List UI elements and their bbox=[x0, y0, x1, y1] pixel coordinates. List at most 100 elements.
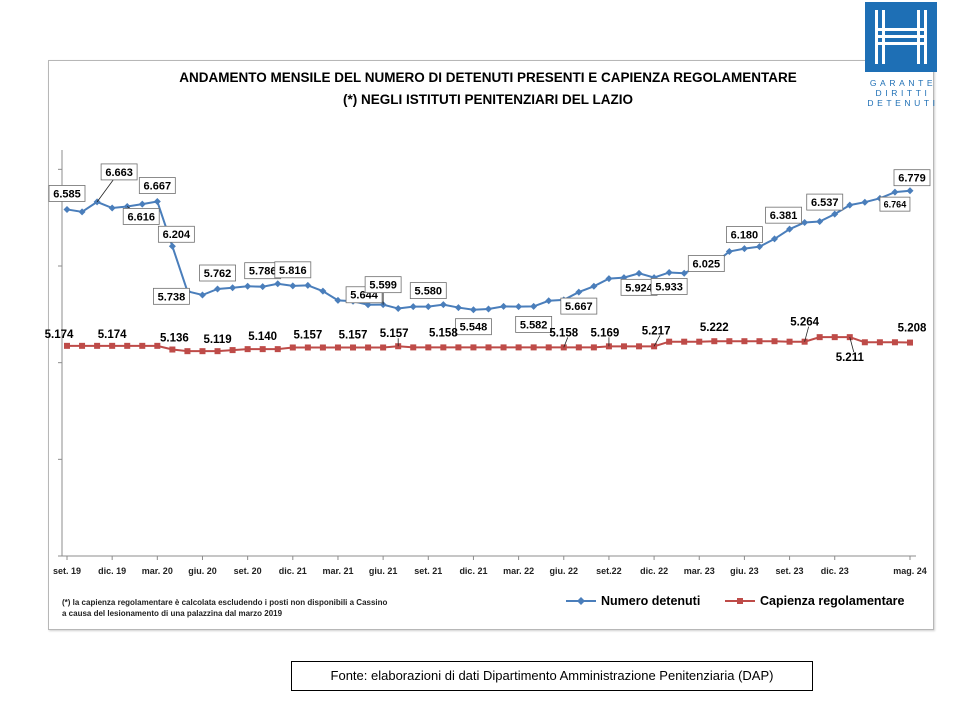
detenuti-data-label: 5.933 bbox=[655, 281, 683, 293]
detenuti-point bbox=[198, 291, 206, 299]
legend-square-icon bbox=[737, 598, 743, 604]
capienza-point bbox=[244, 346, 251, 353]
capienza-data-label: 5.157 bbox=[293, 329, 322, 341]
label-box bbox=[100, 163, 138, 181]
capienza-point bbox=[334, 344, 341, 351]
capienza-data-label: 5.157 bbox=[380, 328, 409, 340]
detenuti-point bbox=[635, 269, 643, 277]
capienza-point bbox=[756, 338, 763, 345]
x-tick-label: dic. 23 bbox=[821, 566, 849, 576]
detenuti-point bbox=[771, 235, 779, 243]
detenuti-point bbox=[289, 282, 297, 290]
label-box bbox=[726, 226, 763, 244]
detenuti-point bbox=[409, 303, 417, 311]
detenuti-point bbox=[485, 305, 492, 313]
capienza-point bbox=[94, 342, 101, 349]
label-box bbox=[515, 316, 553, 333]
detenuti-data-label: 5.580 bbox=[415, 286, 443, 298]
x-tick-label: set. 23 bbox=[776, 566, 804, 576]
label-box bbox=[455, 318, 492, 336]
detenuti-data-label: 6.779 bbox=[898, 173, 926, 185]
detenuti-point bbox=[740, 245, 748, 253]
logo-glyph bbox=[875, 10, 927, 64]
capienza-point bbox=[876, 339, 883, 346]
detenuti-point bbox=[78, 208, 86, 216]
capienza-point bbox=[620, 343, 627, 350]
label-box bbox=[806, 193, 844, 211]
x-tick-label: giu. 21 bbox=[369, 566, 398, 576]
detenuti-point bbox=[274, 280, 282, 288]
capienza-point bbox=[289, 344, 296, 351]
label-box bbox=[879, 196, 911, 212]
detenuti-point bbox=[394, 305, 402, 313]
logo-line: DETENUTI bbox=[867, 98, 939, 108]
capienza-point bbox=[470, 344, 477, 351]
detenuti-data-label: 5.548 bbox=[460, 322, 488, 334]
x-tick-label: giu. 22 bbox=[550, 566, 579, 576]
logo-line: GARANTE bbox=[869, 78, 937, 88]
capienza-data-label: 5.169 bbox=[591, 327, 620, 339]
label-leader-line bbox=[849, 337, 855, 353]
detenuti-point bbox=[214, 285, 222, 293]
capienza-point bbox=[229, 347, 236, 354]
capienza-point bbox=[169, 346, 176, 353]
detenuti-data-label: 6.204 bbox=[163, 229, 191, 241]
label-leader-line bbox=[653, 335, 661, 347]
capienza-data-label: 5.157 bbox=[339, 329, 368, 341]
source-note: Fonte: elaborazioni di dati Dipartimento… bbox=[291, 661, 813, 691]
detenuti-point bbox=[108, 204, 116, 212]
capienza-point bbox=[907, 339, 913, 346]
capienza-data-label: 5.140 bbox=[248, 331, 277, 343]
detenuti-data-label: 6.537 bbox=[811, 197, 839, 209]
capienza-point bbox=[485, 344, 492, 351]
capienza-point bbox=[816, 334, 823, 341]
detenuti-data-label: 6.025 bbox=[693, 259, 721, 271]
capienza-data-label: 5.136 bbox=[160, 333, 189, 345]
capienza-point bbox=[726, 338, 733, 345]
detenuti-point bbox=[244, 282, 252, 290]
detenuti-point bbox=[515, 303, 523, 311]
capienza-point bbox=[771, 338, 778, 345]
capienza-point bbox=[274, 346, 281, 353]
detenuti-point bbox=[63, 205, 71, 213]
detenuti-data-label: 5.582 bbox=[520, 319, 548, 331]
capienza-data-label: 5.264 bbox=[790, 317, 819, 329]
footnote-line: (*) la capienza regolamentare è calcolat… bbox=[62, 598, 388, 607]
x-tick-label: mag. 24 bbox=[893, 566, 927, 576]
capienza-point bbox=[64, 342, 70, 349]
label-box bbox=[650, 278, 688, 295]
capienza-data-label: 5.119 bbox=[203, 334, 231, 346]
detenuti-data-label: 6.663 bbox=[105, 167, 133, 179]
capienza-data-label: 5.211 bbox=[836, 352, 865, 364]
detenuti-point bbox=[605, 275, 613, 283]
x-tick-label: set. 19 bbox=[53, 566, 81, 576]
detenuti-data-label: 6.667 bbox=[144, 180, 172, 192]
data-labels: 6.585 6.663 6.616 6.667 6.204 5.738 5.762 5.786… bbox=[45, 163, 931, 364]
capienza-point bbox=[259, 346, 266, 353]
label-box bbox=[274, 261, 312, 279]
capienza-point bbox=[545, 344, 552, 351]
label-box bbox=[765, 206, 802, 224]
capienza-point bbox=[891, 339, 898, 346]
logo-line: DIRITTI bbox=[875, 88, 931, 98]
label-box bbox=[687, 255, 725, 272]
label-box bbox=[138, 177, 176, 194]
detenuti-data-label: 5.924 bbox=[625, 282, 653, 294]
detenuti-point bbox=[153, 198, 161, 206]
x-tick-label: mar. 22 bbox=[503, 566, 534, 576]
capienza-data-label: 5.174 bbox=[45, 329, 74, 341]
label-leader-line bbox=[804, 326, 810, 342]
detenuti-point bbox=[786, 225, 794, 233]
detenuti-point bbox=[725, 248, 733, 255]
detenuti-point bbox=[229, 284, 237, 292]
capienza-point bbox=[681, 338, 688, 345]
logo-text: GARANTE DIRITTI DETENUTI bbox=[863, 78, 943, 108]
detenuti-data-label: 6.585 bbox=[53, 188, 81, 200]
detenuti-point bbox=[665, 268, 673, 276]
legend-label-capienza: Capienza regolamentare bbox=[760, 594, 905, 608]
detenuti-point bbox=[259, 283, 267, 291]
capienza-point bbox=[425, 344, 432, 351]
capienza-data-label: 5.208 bbox=[898, 323, 927, 335]
detenuti-point bbox=[530, 302, 538, 310]
